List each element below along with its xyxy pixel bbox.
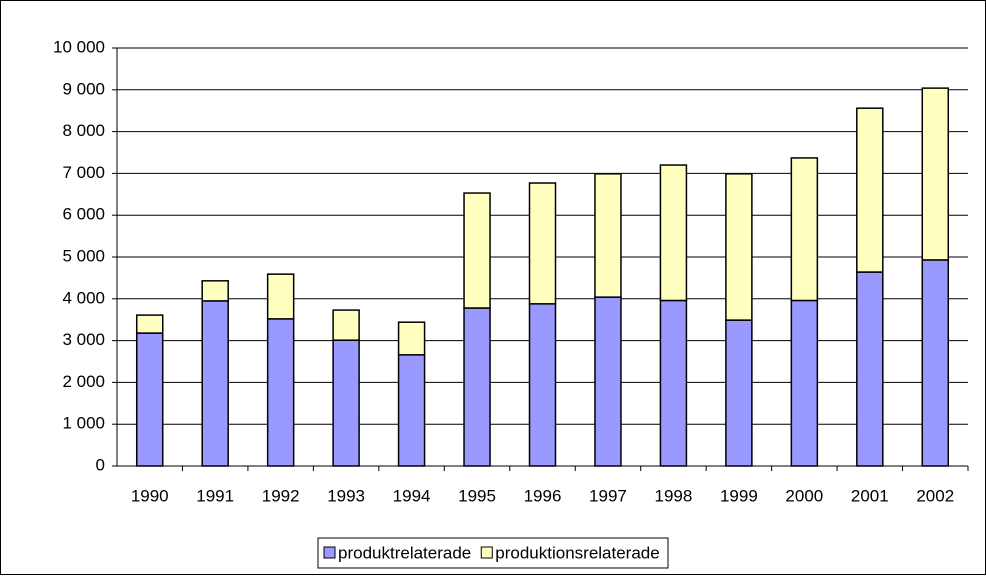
bar-segment [659,164,688,302]
bar-segment [856,271,884,467]
y-tick-label: 6 000 [62,205,105,224]
x-tick-label: 1992 [262,486,300,505]
bar-segment [725,173,753,321]
legend-label: produktrelaterade [338,543,471,562]
bar-segment [332,309,360,341]
y-tick-label: 5 000 [62,246,105,265]
bar-segment [201,300,229,467]
x-tick-label: 1995 [458,486,496,505]
x-tick-label: 1997 [589,486,627,505]
x-tick-label: 2000 [785,486,823,505]
y-tick-label: 0 [96,455,105,474]
y-tick-label: 9 000 [62,79,105,98]
y-tick-label: 3 000 [62,330,105,349]
legend-label: produktionsrelaterade [495,543,659,562]
x-tick-label: 1998 [655,486,693,505]
x-tick-label: 1994 [393,486,431,505]
x-tick-label: 1993 [327,486,365,505]
y-tick-label: 1 000 [62,414,105,433]
bar-segment [135,314,164,334]
bar-segment [135,332,164,467]
bar-segment [659,299,688,467]
bar-segment [594,173,622,298]
x-tick-label: 1996 [524,486,562,505]
bar-segment [594,296,622,467]
x-tick-label: 1999 [720,486,758,505]
x-tick-label: 1990 [131,486,169,505]
x-tick-label: 2002 [916,486,954,505]
bar-segment [201,280,229,302]
bar-segment [725,319,753,467]
x-tick-label: 1991 [196,486,234,505]
bar-segment [463,192,491,309]
bar-segment [266,273,295,320]
legend-box [317,537,669,569]
bar-segment [266,318,295,467]
y-tick-label: 2 000 [62,372,105,391]
y-tick-label: 7 000 [62,163,105,182]
bar-segment [528,303,557,467]
legend-swatch [480,546,493,559]
bar-segment [921,259,950,467]
y-tick-label: 8 000 [62,121,105,140]
bar-segment [397,321,426,356]
bar-segment [856,107,884,273]
bar-segment [397,354,426,467]
bar-segment [790,299,819,467]
y-tick-label: 10 000 [53,37,105,56]
x-tick-label: 2001 [851,486,889,505]
bar-segment [528,182,557,305]
bar-segment [921,87,950,261]
bar-segment [463,307,491,467]
bar-segment [790,157,819,302]
y-tick-label: 4 000 [62,288,105,307]
legend-swatch [323,546,336,559]
bar-segment [332,339,360,467]
